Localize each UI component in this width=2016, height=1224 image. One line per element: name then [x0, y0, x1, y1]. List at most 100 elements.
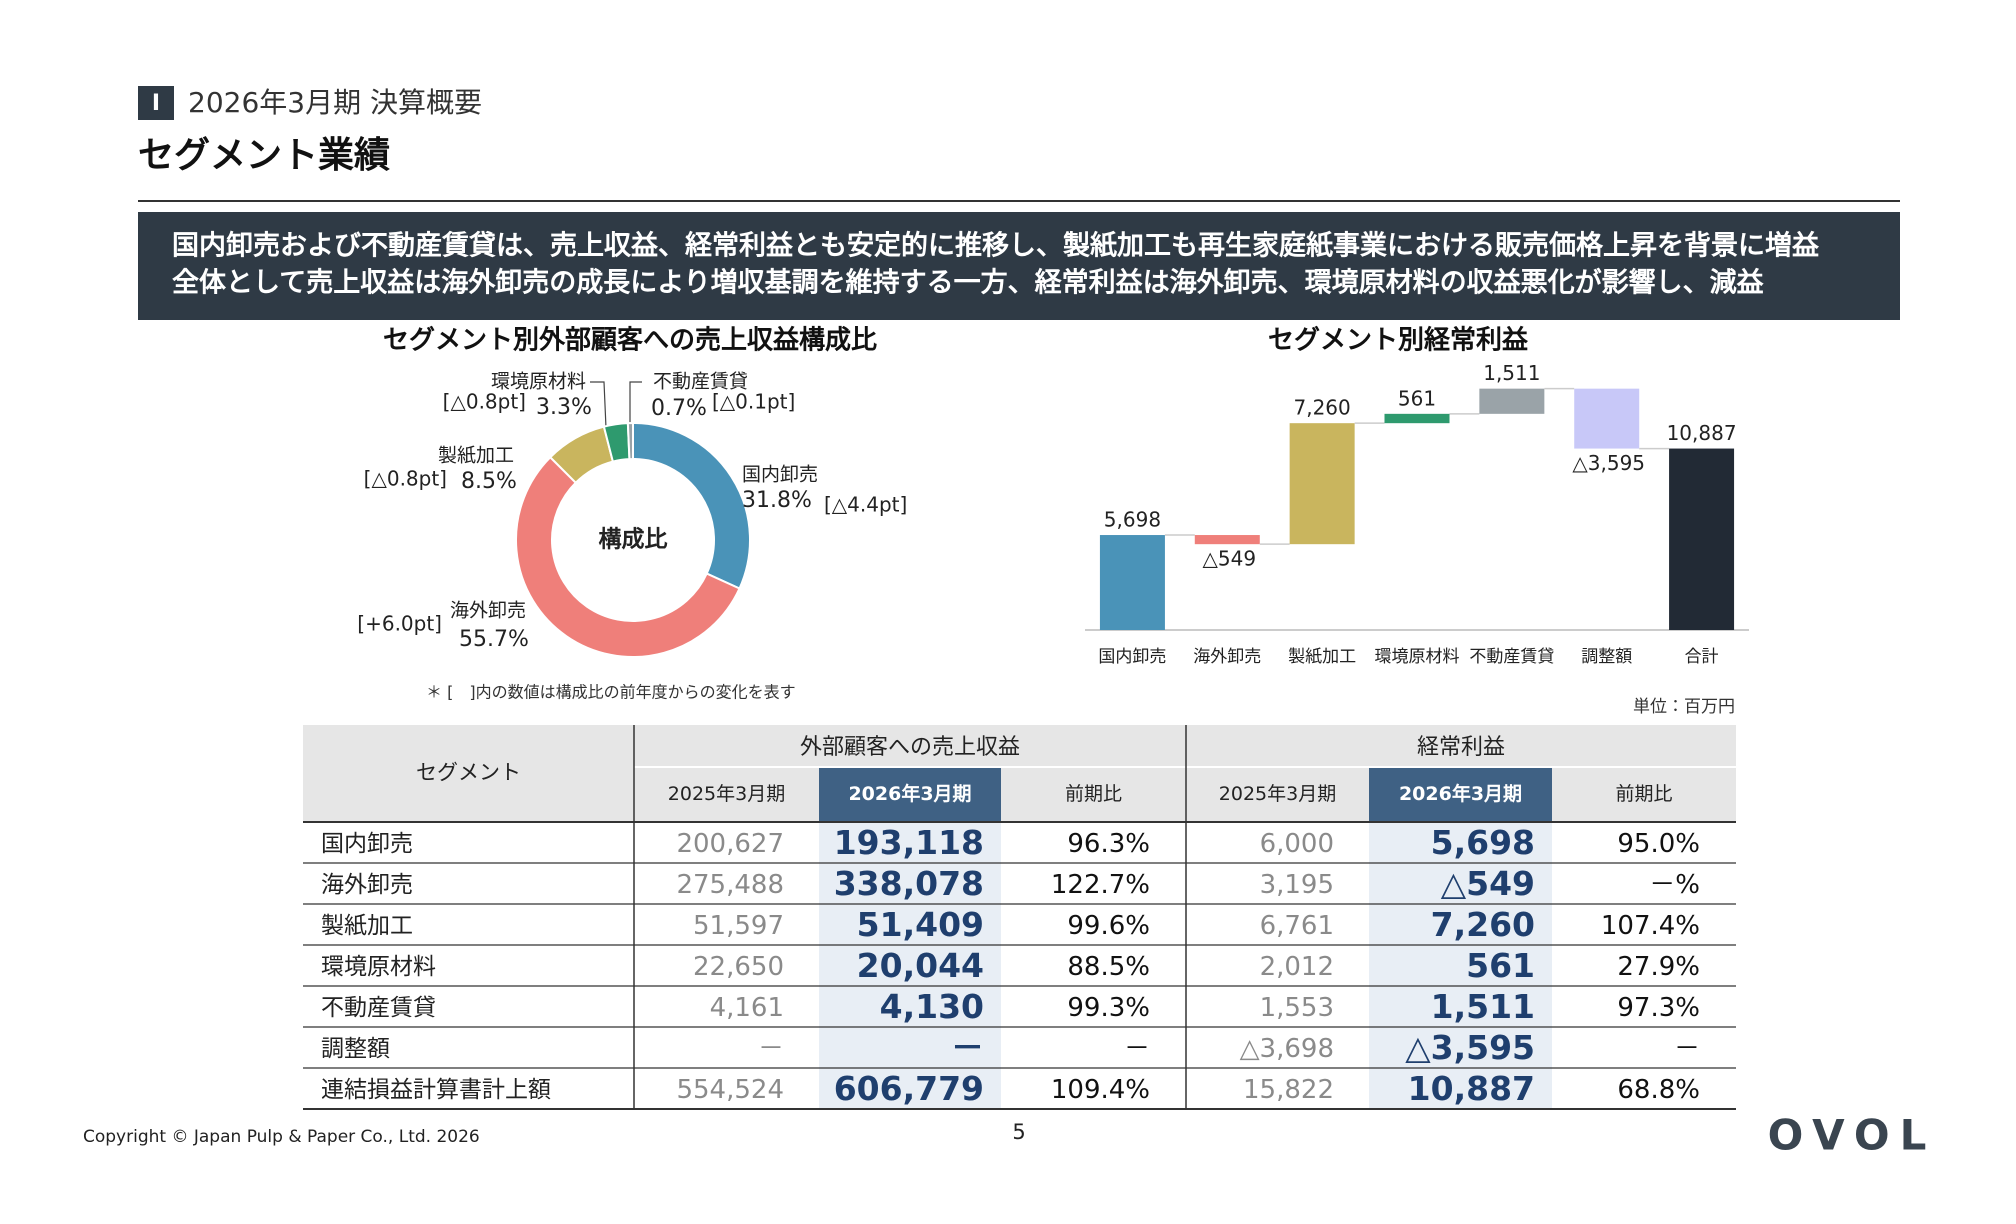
highlight-column-bg: [1369, 822, 1552, 1109]
row-label: 連結損益計算書計上額: [321, 1077, 551, 1103]
prior-value: 51,597: [693, 911, 784, 941]
prior-value: 15,822: [1243, 1075, 1334, 1105]
subtitle: 2026年3月期 決算概要: [188, 86, 482, 119]
summary-line: 全体として売上収益は海外卸売の成長により増収基調を維持する一方、経常利益は海外卸…: [172, 267, 1765, 299]
segment-change: [△4.4pt]: [824, 493, 907, 517]
ratio-value: －: [1674, 1034, 1700, 1064]
ratio-value: 99.3%: [1067, 993, 1150, 1023]
prior-value: －: [758, 1034, 784, 1064]
current-value: 561: [1466, 946, 1535, 985]
row-label: 製紙加工: [321, 913, 413, 939]
chart-title: セグメント別経常利益: [1268, 325, 1529, 356]
current-value: △549: [1441, 864, 1535, 903]
x-tick-label: 国内卸売: [1098, 647, 1166, 667]
segment-share: 8.5%: [461, 469, 517, 494]
copyright: Copyright © Japan Pulp & Paper Co., Ltd.…: [83, 1127, 480, 1147]
table-column-header: 2026年3月期: [848, 782, 971, 805]
donut-segment: [626, 421, 634, 461]
current-value: 51,409: [857, 905, 984, 944]
current-value: 4,130: [880, 987, 984, 1026]
highlight-header-bg: [1369, 767, 1552, 822]
prior-value: 200,627: [676, 829, 784, 859]
row-label: 不動産賃貸: [321, 995, 436, 1021]
value-label: △549: [1203, 547, 1257, 571]
ratio-value: 122.7%: [1051, 870, 1150, 900]
prior-value: 4,161: [710, 993, 784, 1023]
row-label: 海外卸売: [321, 872, 413, 898]
segment-change: [+6.0pt]: [357, 612, 442, 636]
current-value: 606,779: [834, 1069, 984, 1108]
bar: [1194, 535, 1260, 545]
summary-line: 国内卸売および不動産賃貸は、売上収益、経常利益とも安定的に推移し、製紙加工も再生…: [172, 230, 1820, 262]
prior-value: 6,000: [1260, 829, 1334, 859]
summary-box: [138, 212, 1900, 320]
leader-line: [629, 381, 642, 428]
ratio-value: 95.0%: [1617, 829, 1700, 859]
bar: [1099, 535, 1165, 630]
page-number: 5: [1012, 1120, 1025, 1144]
table-group-header: 経常利益: [1417, 735, 1505, 760]
unit-label: 単位：百万円: [1633, 697, 1735, 717]
row-label: 調整額: [321, 1036, 390, 1062]
section-badge: [138, 86, 174, 120]
value-label: △3,595: [1572, 451, 1645, 475]
ratio-value: 96.3%: [1067, 829, 1150, 859]
current-value: △3,595: [1405, 1028, 1535, 1067]
prior-value: 3,195: [1260, 870, 1334, 900]
value-label: 10,887: [1667, 421, 1737, 445]
current-value: 5,698: [1431, 823, 1535, 862]
prior-value: 275,488: [676, 870, 784, 900]
x-tick-label: 合計: [1685, 647, 1719, 667]
table-group-header: 外部顧客への売上収益: [800, 735, 1020, 760]
donut-segment: [515, 455, 741, 658]
current-value: 10,887: [1408, 1069, 1535, 1108]
x-tick-label: 海外卸売: [1193, 647, 1261, 667]
segment-share: 0.7%: [651, 396, 707, 421]
current-value: －: [951, 1028, 984, 1067]
current-value: 7,260: [1431, 905, 1535, 944]
prior-value: 1,553: [1260, 993, 1334, 1023]
current-value: 20,044: [857, 946, 984, 985]
chart-note: ＊ [ ]内の数値は構成比の前年度からの変化を表す: [426, 683, 796, 702]
ratio-value: 27.9%: [1617, 952, 1700, 982]
bar: [1574, 388, 1640, 449]
ratio-value: 88.5%: [1067, 952, 1150, 982]
segment-name: 国内卸売: [742, 464, 818, 486]
value-label: 561: [1398, 386, 1436, 410]
prior-value: 22,650: [693, 952, 784, 982]
bar: [1384, 413, 1450, 424]
donut-center-label: 構成比: [599, 527, 668, 553]
ratio-value: －: [1124, 1034, 1150, 1064]
x-tick-label: 製紙加工: [1288, 647, 1356, 667]
ratio-value: －%: [1649, 870, 1700, 900]
ratio-value: 107.4%: [1601, 911, 1700, 941]
segment-change: [△0.8pt]: [364, 467, 447, 491]
value-label: 7,260: [1294, 396, 1351, 420]
bar: [1289, 423, 1355, 545]
table-column-header: 前期比: [1615, 783, 1672, 805]
x-tick-label: 不動産賃貸: [1469, 647, 1554, 667]
table-column-header: 2025年3月期: [1219, 783, 1336, 805]
ratio-value: 99.6%: [1067, 911, 1150, 941]
segment-share: 55.7%: [459, 627, 529, 652]
segment-name: 海外卸売: [450, 600, 526, 622]
section-number: Ⅰ: [152, 91, 160, 116]
table-column-header: 2025年3月期: [668, 783, 785, 805]
segment-share: 3.3%: [536, 395, 592, 420]
x-tick-label: 環境原材料: [1375, 647, 1460, 667]
prior-value: △3,698: [1240, 1034, 1334, 1064]
table-column-header: 前期比: [1065, 783, 1122, 805]
segment-change: [△0.1pt]: [712, 390, 795, 414]
segment-name: 環境原材料: [491, 371, 586, 393]
ratio-value: 97.3%: [1617, 993, 1700, 1023]
current-value: 193,118: [834, 823, 984, 862]
segment-name: 不動産賃貸: [653, 371, 748, 393]
row-label: 国内卸売: [321, 831, 413, 857]
leader-line: [590, 381, 607, 429]
table-column-header: 2026年3月期: [1399, 782, 1522, 805]
highlight-header-bg: [819, 767, 1001, 822]
chart-title: セグメント別外部顧客への売上収益構成比: [383, 325, 877, 356]
donut-segment: [632, 421, 751, 590]
